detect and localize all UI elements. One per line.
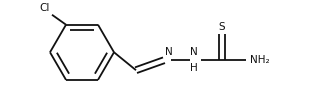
Text: NH₂: NH₂: [250, 55, 270, 65]
Text: N: N: [190, 47, 198, 57]
Text: N: N: [165, 47, 173, 57]
Text: H: H: [190, 63, 198, 73]
Text: Cl: Cl: [40, 3, 50, 13]
Text: S: S: [219, 22, 225, 32]
